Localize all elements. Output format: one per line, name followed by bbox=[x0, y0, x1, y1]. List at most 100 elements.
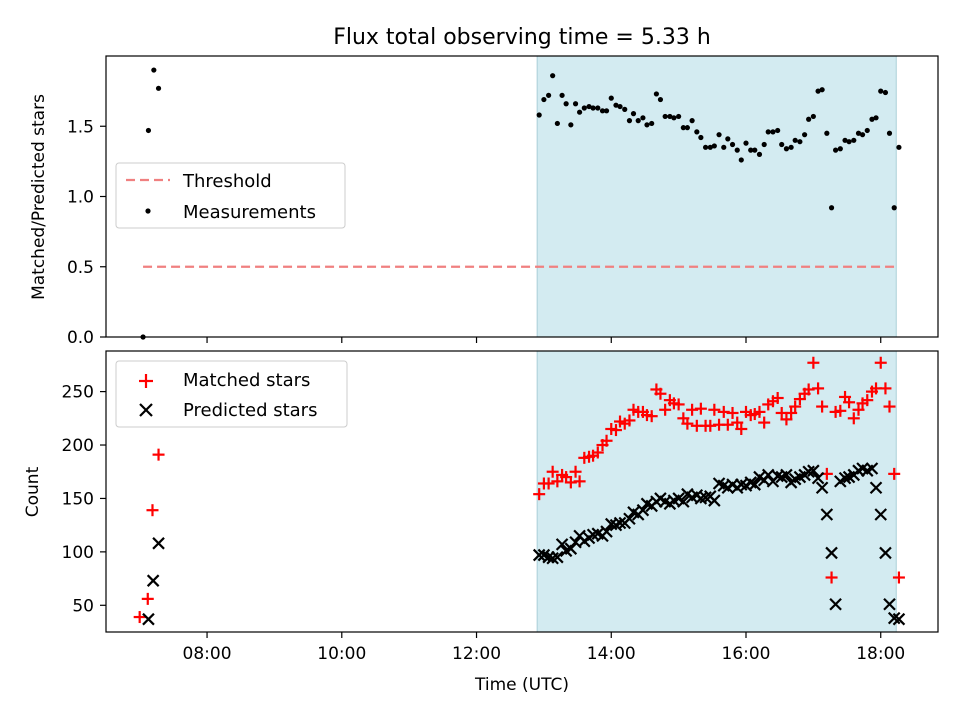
x-tick-label: 14:00 bbox=[587, 644, 636, 664]
matched-star-point bbox=[888, 467, 901, 480]
y-tick-label: 250 bbox=[62, 383, 94, 403]
y-tick-label: 1.5 bbox=[67, 117, 94, 137]
measurement-point bbox=[608, 95, 614, 101]
predicted-star-point bbox=[677, 495, 690, 508]
matched-star-point bbox=[533, 488, 546, 501]
measurement-point bbox=[563, 101, 569, 107]
legend-predicted-swatch bbox=[139, 403, 153, 417]
matched-star-point bbox=[847, 412, 860, 425]
predicted-star-point bbox=[829, 597, 842, 611]
measurement-point bbox=[599, 108, 606, 114]
predicted-star-point bbox=[825, 546, 838, 560]
predicted-star-point bbox=[780, 468, 793, 482]
predicted-star-point bbox=[623, 512, 636, 526]
predicted-star-point bbox=[613, 516, 627, 530]
matched-star-point bbox=[807, 356, 820, 369]
predicted-star-point bbox=[708, 494, 721, 507]
measurement-point bbox=[743, 140, 749, 146]
measurement-point bbox=[546, 92, 552, 98]
measurement-point bbox=[788, 144, 794, 150]
measurement-point bbox=[684, 125, 690, 131]
measurement-point bbox=[635, 118, 641, 124]
measurement-point bbox=[694, 129, 700, 135]
matched-star-point bbox=[600, 434, 613, 447]
measurement-point bbox=[873, 115, 879, 121]
measurement-point bbox=[783, 146, 790, 152]
x-tick-label: 08:00 bbox=[183, 644, 232, 664]
measurement-point bbox=[802, 132, 808, 138]
predicted-star-point bbox=[815, 481, 829, 495]
legend-threshold-label: Threshold bbox=[182, 171, 272, 192]
measurement-point bbox=[725, 136, 731, 142]
measurement-point bbox=[842, 137, 848, 143]
top-legend-box bbox=[115, 162, 346, 229]
measurement-point bbox=[622, 106, 628, 112]
x-tick-label: 10:00 bbox=[317, 644, 366, 664]
count-panel: 08:00 10:00 12:00 14:00 16:00 18:00 50 100 150 20… bbox=[23, 350, 939, 695]
measurement-point bbox=[819, 87, 825, 93]
predicted-star-point bbox=[551, 550, 564, 564]
predicted-star-point bbox=[807, 464, 820, 477]
measurement-point bbox=[680, 125, 686, 131]
predicted-star-point bbox=[532, 548, 546, 562]
measurement-point bbox=[797, 139, 803, 145]
measurement-point bbox=[729, 141, 736, 148]
predicted-star-point bbox=[811, 471, 825, 485]
y-tick-label: 0.5 bbox=[67, 258, 94, 278]
measurement-point bbox=[792, 137, 798, 143]
matched-star-point bbox=[852, 403, 865, 416]
y-tick-label: 0.0 bbox=[67, 328, 94, 348]
measurement-point bbox=[595, 105, 601, 111]
x-axis-label: Time (UTC) bbox=[474, 675, 569, 695]
observing-window-shade-bottom bbox=[536, 350, 897, 633]
measurement-point bbox=[617, 103, 623, 110]
predicted-star-point bbox=[892, 612, 906, 626]
predicted-star-point bbox=[152, 537, 165, 550]
matched-star-point bbox=[883, 400, 896, 413]
matched-star-point bbox=[546, 465, 559, 478]
measurement-point bbox=[896, 144, 902, 150]
measurement-point bbox=[886, 130, 893, 136]
matched-star-point bbox=[542, 477, 555, 490]
measurement-point bbox=[734, 147, 740, 153]
bottom-plot-frame bbox=[105, 350, 939, 633]
matched-star-point bbox=[708, 403, 721, 416]
y-tick-label: 200 bbox=[62, 436, 94, 456]
measurement-point bbox=[644, 122, 650, 128]
measurement-point bbox=[550, 73, 556, 79]
measurement-point bbox=[711, 143, 717, 149]
measurement-point bbox=[851, 137, 857, 143]
measurement-point bbox=[891, 205, 897, 211]
measurement-point bbox=[689, 118, 695, 124]
predicted-stars-points bbox=[142, 462, 906, 626]
y-tick-label: 150 bbox=[62, 489, 94, 509]
predicted-star-point bbox=[869, 481, 883, 495]
measurement-point bbox=[676, 113, 682, 120]
predicted-star-point bbox=[564, 542, 578, 555]
measurement-point bbox=[657, 96, 664, 103]
measurement-point bbox=[721, 144, 727, 150]
measurement-point bbox=[586, 103, 592, 110]
measurement-point bbox=[603, 108, 610, 114]
measurement-point bbox=[536, 112, 542, 118]
top-legend: Threshold Measurements bbox=[115, 162, 346, 229]
predicted-star-point bbox=[600, 525, 613, 538]
matched-star-point bbox=[789, 400, 802, 413]
predicted-star-point bbox=[142, 612, 155, 626]
matched-star-point bbox=[843, 396, 856, 409]
matched-star-point bbox=[892, 571, 905, 584]
matched-star-point bbox=[133, 611, 146, 624]
measurement-point bbox=[649, 120, 655, 127]
measurement-point bbox=[707, 144, 713, 150]
measurement-point bbox=[702, 144, 709, 150]
measurement-point bbox=[815, 88, 821, 94]
measurement-point bbox=[837, 146, 843, 152]
matched-stars-points bbox=[133, 356, 905, 624]
predicted-star-point bbox=[748, 478, 762, 491]
measurement-point bbox=[748, 147, 754, 153]
measurement-point bbox=[775, 127, 781, 134]
chart-title: Flux total observing time = 5.33 h bbox=[333, 25, 711, 50]
matched-star-point bbox=[609, 424, 622, 437]
measurement-point bbox=[653, 91, 660, 97]
